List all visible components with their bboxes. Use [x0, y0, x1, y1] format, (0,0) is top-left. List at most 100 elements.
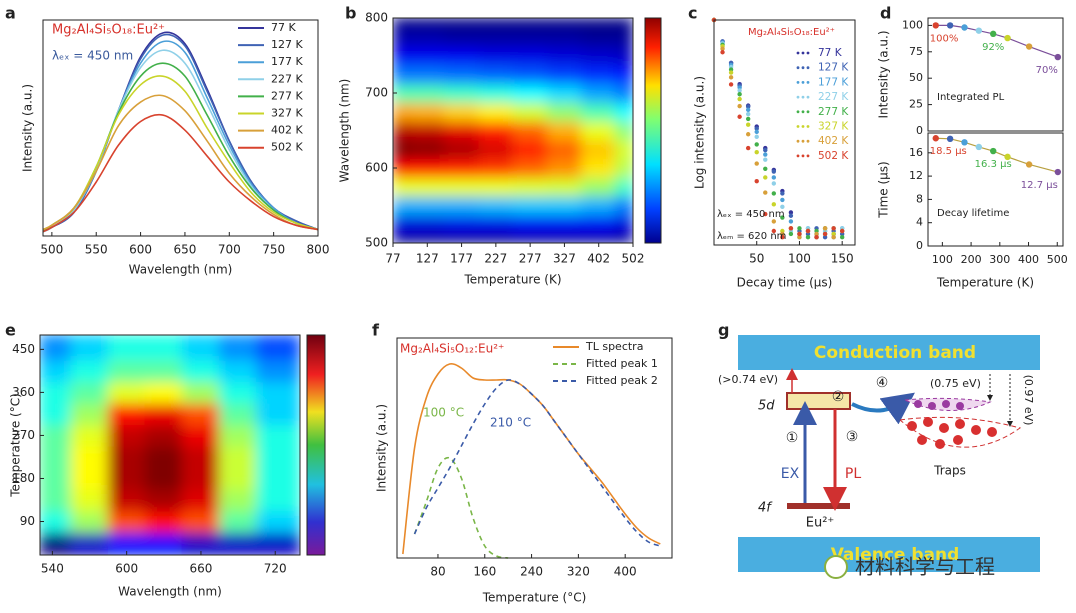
- step-label: ③: [846, 429, 859, 445]
- heatmap-cell: [393, 139, 411, 160]
- x-tick-label: 500: [1047, 253, 1068, 266]
- heatmap-cell: [144, 381, 183, 404]
- heatmap-cell: [615, 18, 633, 28]
- heatmap-cell: [393, 214, 411, 235]
- x-axis-label: Temperature (K): [936, 276, 1034, 290]
- legend-label: 277 K: [271, 89, 303, 102]
- point: [788, 226, 794, 231]
- x-tick-label: 650: [173, 243, 196, 257]
- chart-title: Mg₂Al₄Si₅O₁₈:Eu²⁺: [52, 23, 165, 38]
- heatmap-cell: [615, 158, 633, 178]
- heatmap-cell: [393, 101, 411, 122]
- heatmap-cell: [181, 424, 221, 447]
- ion-label: Eu²⁺: [806, 516, 835, 531]
- annotation: Integrated PL: [937, 92, 1005, 103]
- x-tick-label: 600: [115, 562, 138, 576]
- point: [822, 235, 828, 240]
- heatmap-cell: [512, 158, 548, 178]
- y-axis-label: Intensity (a.u.): [21, 84, 35, 172]
- heatmap-cell: [219, 359, 258, 383]
- x-tick-label: 750: [262, 243, 285, 257]
- heatmap-cell: [393, 233, 411, 243]
- heatmap-cell: [256, 467, 300, 490]
- point: [805, 235, 811, 240]
- y-tick-label: 500: [365, 236, 388, 250]
- heatmap-cell: [581, 83, 617, 103]
- x-tick-label: 540: [41, 562, 64, 576]
- heatmap-cell: [393, 18, 411, 28]
- heatmap-cell: [443, 18, 480, 28]
- heatmap-cell: [409, 18, 445, 28]
- heatmap-cell: [181, 510, 221, 533]
- legend-label: 502 K: [818, 150, 849, 162]
- x-tick-label: 660: [189, 562, 212, 576]
- legend-swatch: [796, 51, 800, 55]
- panel-label: a: [5, 4, 16, 23]
- point: [737, 92, 742, 97]
- point: [975, 27, 983, 34]
- legend-label: 327 K: [271, 107, 303, 120]
- heatmap-cell: [144, 359, 183, 383]
- heatmap-cell: [144, 335, 183, 361]
- heatmap-cell: [512, 139, 548, 160]
- point: [831, 231, 836, 237]
- heatmap-cell: [409, 120, 445, 141]
- x-tick-label: 800: [307, 243, 330, 257]
- heatmap-cell: [546, 139, 583, 160]
- legend-swatch: [806, 51, 810, 55]
- legend-label: 227 K: [271, 72, 303, 85]
- plot-frame: [392, 17, 634, 244]
- heatmap-cell: [478, 139, 514, 160]
- y-tick-label: 800: [365, 11, 388, 25]
- heatmap-cell: [546, 158, 583, 178]
- colorbar: [306, 334, 326, 556]
- heatmap-cell: [40, 359, 72, 383]
- heatmap-cell: [443, 139, 480, 160]
- legend-swatch: [806, 81, 810, 84]
- heatmap-cell: [409, 45, 445, 66]
- point: [771, 175, 777, 180]
- x-tick-label: 200: [961, 253, 982, 266]
- heatmap-cell: [219, 335, 258, 361]
- heatmap-cell: [181, 402, 221, 426]
- point: [763, 211, 768, 217]
- legend-label: 177 K: [818, 76, 849, 88]
- x-tick-label: 320: [567, 565, 590, 579]
- x-tick-label: 240: [520, 565, 543, 579]
- heatmap-cell: [181, 467, 221, 490]
- heatmap-cell: [144, 510, 183, 533]
- heatmap-cell: [409, 26, 445, 47]
- point: [780, 215, 785, 220]
- x-axis-label: Decay time (μs): [737, 276, 833, 290]
- heatmap-cell: [256, 510, 300, 533]
- heatmap-cell: [256, 445, 300, 469]
- plot-frame: [39, 334, 301, 556]
- x-tick-label: 300: [989, 253, 1010, 266]
- point: [771, 219, 777, 224]
- legend-label: 277 K: [818, 106, 849, 118]
- y-tick-label: 180: [12, 471, 35, 485]
- step-label: ②: [832, 389, 845, 405]
- heatmap-cell: [107, 467, 146, 490]
- heatmap: [40, 335, 300, 555]
- legend-label: 227 K: [818, 91, 849, 103]
- x-tick-label: 100: [932, 253, 953, 266]
- legend-swatch: [801, 81, 805, 84]
- y-tick-label: 270: [12, 428, 35, 442]
- y-axis-label: Intensity (a.u.): [375, 404, 389, 492]
- point: [737, 103, 742, 109]
- value-label: 70%: [1036, 65, 1058, 76]
- heatmap-cell: [512, 195, 548, 216]
- point: [990, 147, 997, 155]
- heatmap-cell: [219, 531, 258, 555]
- point: [975, 143, 983, 151]
- legend-swatch: [801, 139, 805, 143]
- heatmap-cell: [443, 214, 480, 235]
- point: [780, 191, 785, 196]
- annotation: 100 °C: [423, 406, 464, 420]
- y-tick-label: 600: [365, 161, 388, 175]
- heatmap-cell: [219, 402, 258, 426]
- y-tick-label: 100: [902, 18, 923, 31]
- point: [771, 228, 777, 234]
- heatmap-cell: [615, 214, 633, 235]
